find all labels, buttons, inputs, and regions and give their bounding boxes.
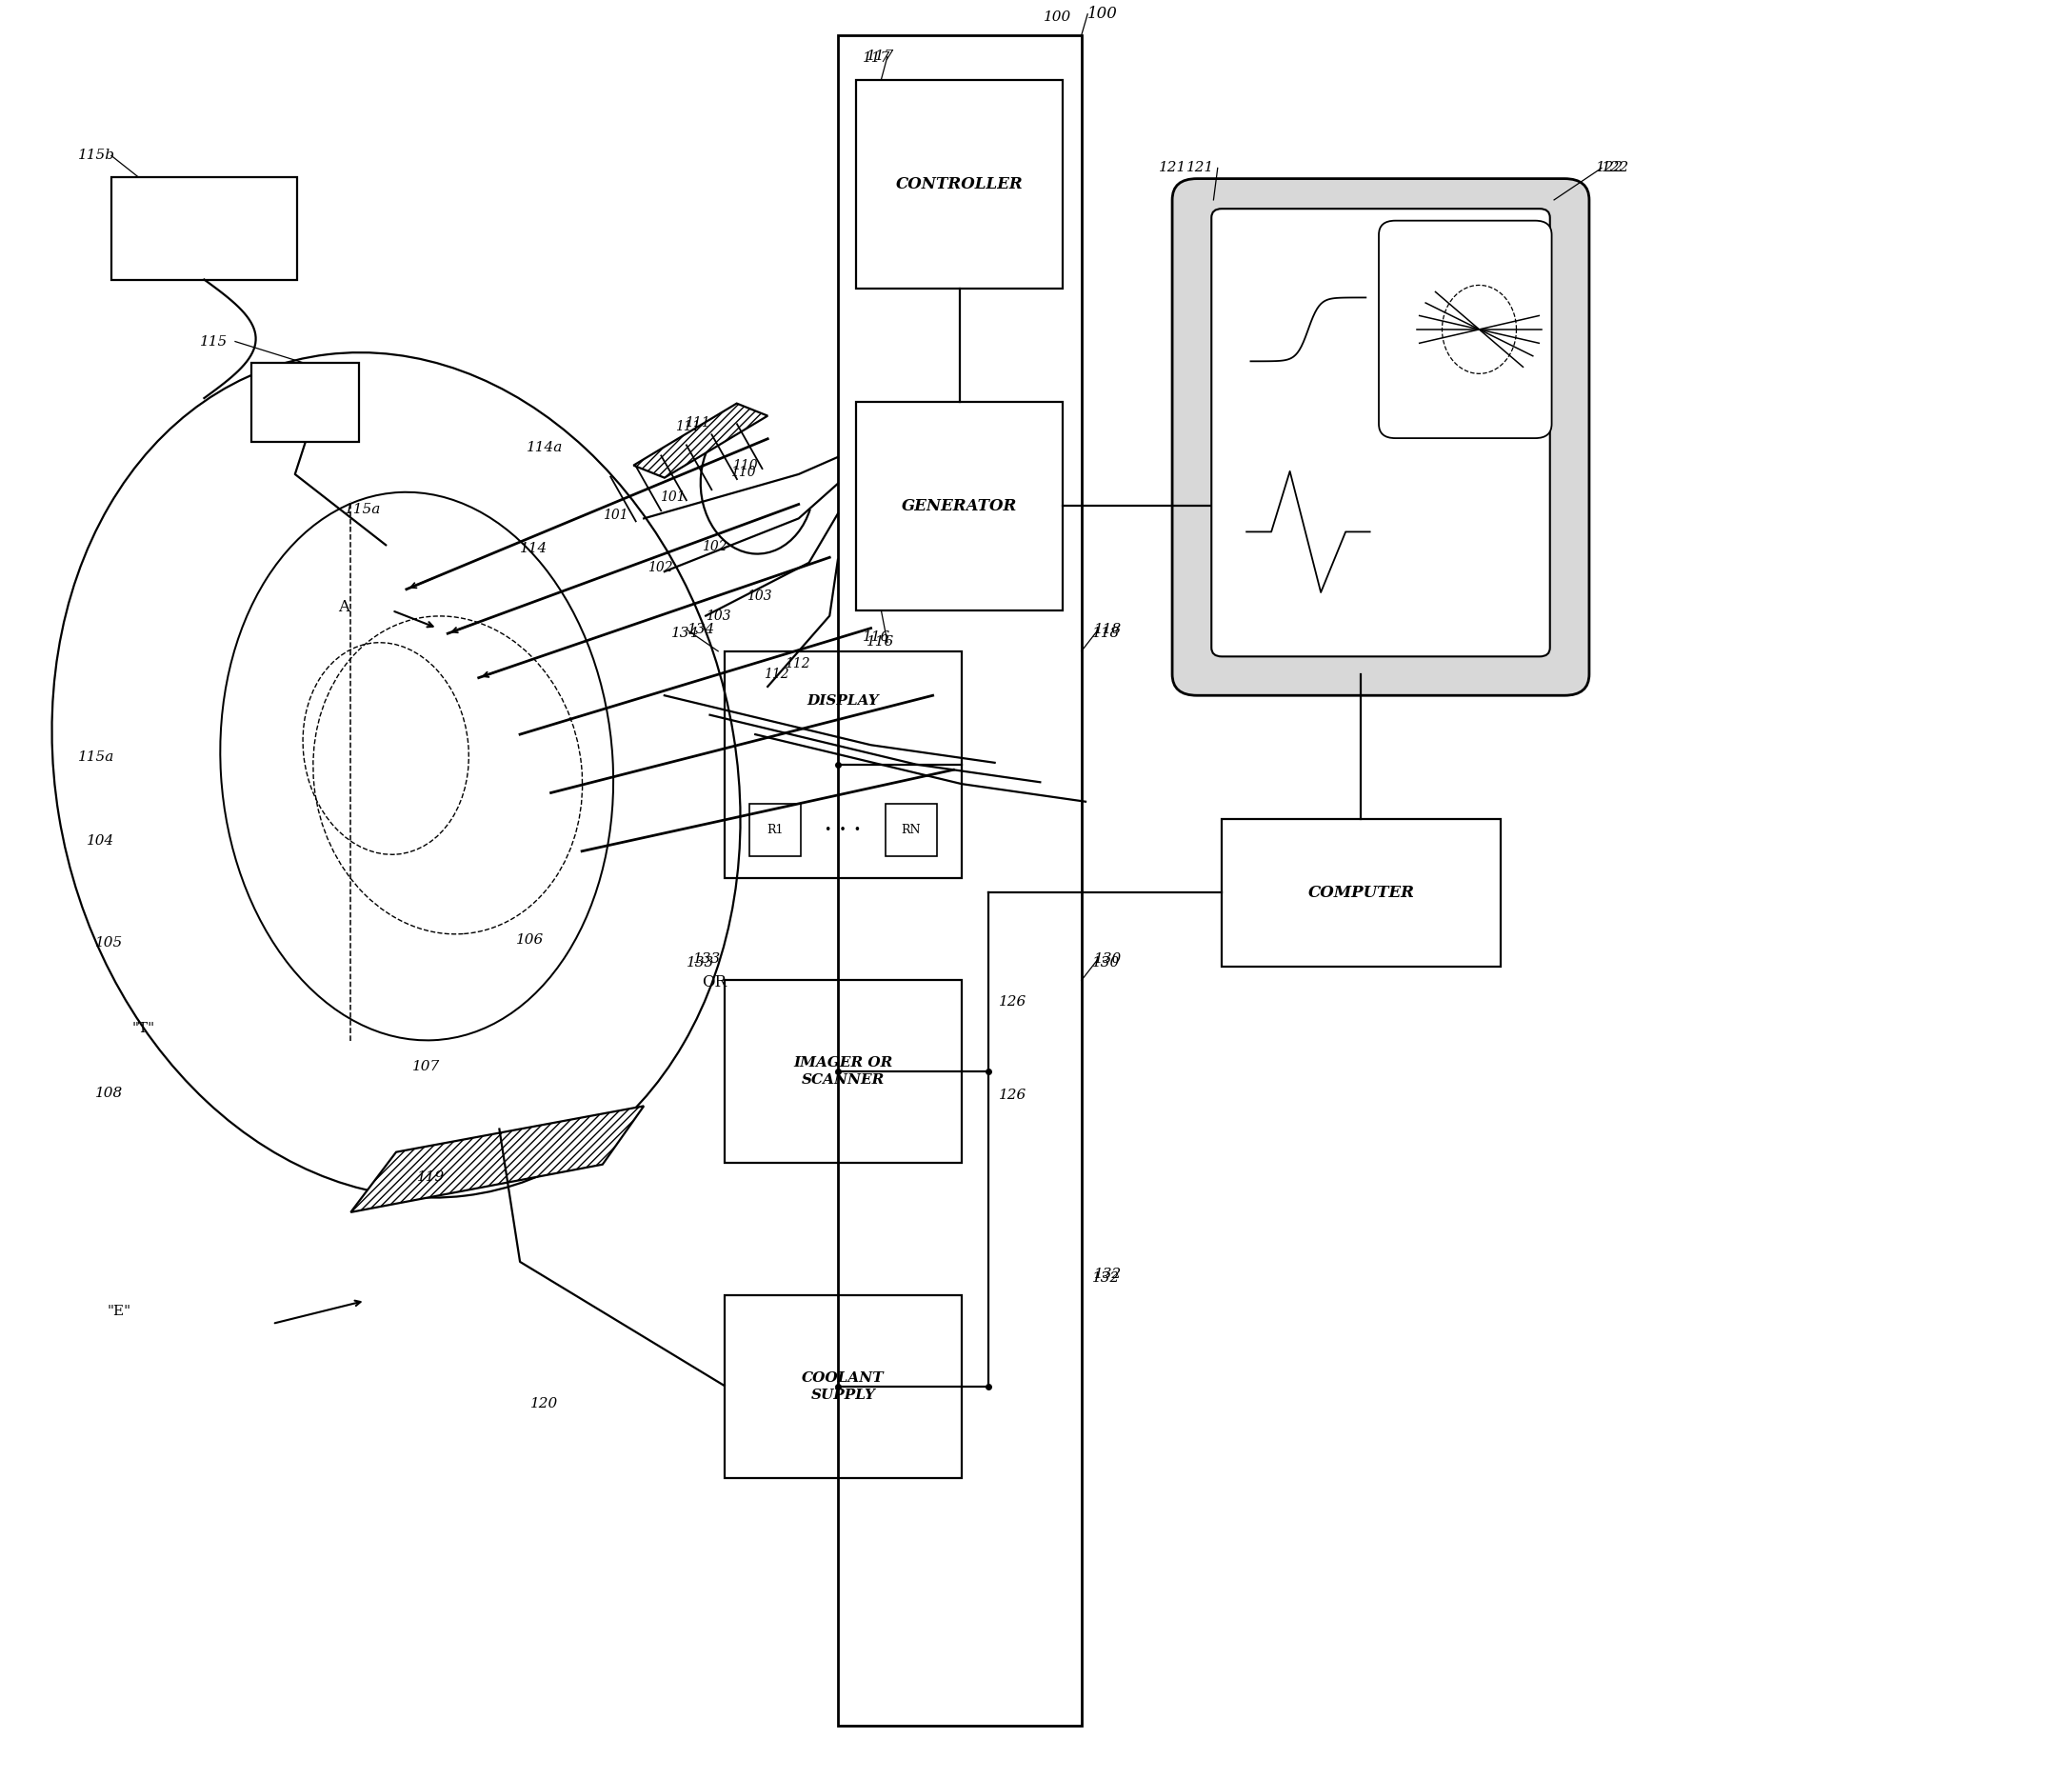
Bar: [856, 80, 1063, 288]
Text: 108: 108: [95, 1087, 122, 1101]
Text: 118: 118: [1094, 623, 1121, 637]
Bar: [885, 804, 937, 856]
Text: 111: 111: [675, 420, 700, 432]
Text: 115: 115: [201, 334, 228, 349]
Text: "E": "E": [108, 1304, 131, 1318]
Text: 122: 122: [1595, 162, 1622, 174]
Text: 133: 133: [686, 955, 715, 970]
Text: 104: 104: [87, 834, 114, 847]
Text: 102: 102: [649, 562, 673, 575]
Text: 101: 101: [661, 491, 686, 503]
Text: 118: 118: [1092, 626, 1119, 640]
Text: 101: 101: [603, 509, 628, 521]
Text: 106: 106: [516, 932, 543, 946]
Text: 103: 103: [707, 608, 731, 623]
Text: 126: 126: [999, 1089, 1028, 1101]
Text: 114: 114: [520, 543, 547, 555]
Text: IMAGER OR
SCANNER: IMAGER OR SCANNER: [794, 1057, 893, 1087]
Text: 114a: 114a: [526, 441, 564, 454]
Text: 117: 117: [862, 52, 891, 66]
Text: 112: 112: [765, 667, 789, 681]
Text: COOLANT
SUPPLY: COOLANT SUPPLY: [802, 1372, 885, 1402]
Bar: [725, 980, 961, 1163]
Text: 122: 122: [1602, 162, 1629, 174]
Text: 130: 130: [1094, 952, 1121, 966]
Bar: [856, 402, 1063, 610]
Text: GENERATOR: GENERATOR: [901, 498, 1017, 514]
Text: 117: 117: [866, 50, 895, 64]
Text: 110: 110: [731, 466, 756, 479]
Text: 103: 103: [748, 589, 773, 603]
Text: 126: 126: [999, 994, 1028, 1009]
Text: 110: 110: [733, 459, 758, 471]
Text: RN: RN: [901, 824, 920, 836]
Text: 112: 112: [783, 656, 810, 671]
Text: 115a: 115a: [344, 503, 381, 516]
Text: OR: OR: [702, 975, 727, 991]
Text: 100: 100: [1042, 11, 1071, 25]
Bar: [112, 176, 296, 279]
Text: 133: 133: [694, 952, 721, 966]
Text: 115b: 115b: [79, 149, 116, 162]
FancyBboxPatch shape: [1173, 178, 1589, 696]
Bar: [725, 1295, 961, 1478]
Bar: [251, 363, 358, 443]
Text: 120: 120: [530, 1397, 557, 1411]
Text: 102: 102: [702, 541, 727, 553]
Text: 100: 100: [1088, 5, 1119, 21]
Text: 121: 121: [1158, 162, 1187, 174]
FancyBboxPatch shape: [1378, 221, 1552, 438]
Text: 134: 134: [688, 623, 715, 637]
Text: A: A: [338, 600, 350, 616]
Text: CONTROLLER: CONTROLLER: [895, 176, 1024, 192]
Text: DISPLAY: DISPLAY: [806, 694, 879, 708]
Bar: [1222, 820, 1500, 966]
Text: 111: 111: [686, 416, 711, 429]
Text: COMPUTER: COMPUTER: [1307, 884, 1415, 900]
Bar: [750, 804, 800, 856]
Text: 105: 105: [95, 936, 122, 950]
Text: 116: 116: [862, 630, 891, 644]
Text: 121: 121: [1187, 162, 1214, 174]
Bar: [1239, 235, 1378, 423]
Bar: [1239, 438, 1378, 626]
Text: 116: 116: [866, 635, 895, 649]
Text: 132: 132: [1094, 1267, 1121, 1281]
Polygon shape: [350, 1107, 644, 1211]
Polygon shape: [634, 404, 767, 479]
Text: "T": "T": [133, 1021, 155, 1035]
Text: •  •  •: • • •: [825, 824, 862, 836]
FancyBboxPatch shape: [1212, 208, 1550, 656]
Text: 134: 134: [671, 626, 700, 640]
Text: 115a: 115a: [79, 751, 114, 763]
Bar: [725, 651, 961, 877]
Text: 107: 107: [412, 1060, 441, 1075]
Text: R1: R1: [767, 824, 783, 836]
Text: 119: 119: [416, 1171, 445, 1183]
Text: 130: 130: [1092, 955, 1119, 970]
Bar: [837, 36, 1082, 1726]
Text: 132: 132: [1092, 1270, 1119, 1284]
